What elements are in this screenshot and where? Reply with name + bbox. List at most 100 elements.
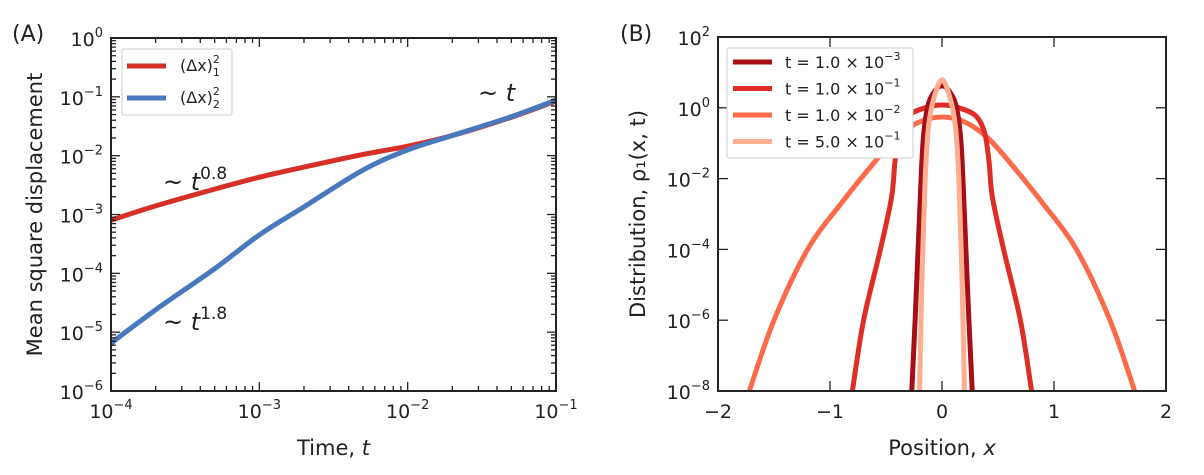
tick-exponent: −1 xyxy=(559,398,578,413)
legend-label: t = 1.0 × 10−1 xyxy=(785,77,900,99)
tick-base: 10 xyxy=(667,382,691,404)
annotation: ~ t1.8 xyxy=(163,304,227,336)
y-tick-label: 100 xyxy=(71,26,103,51)
tick-base: 10 xyxy=(60,323,84,345)
x-tick-label: 10−4 xyxy=(89,398,132,423)
x-tick-label: 10−2 xyxy=(386,398,429,423)
tick-exponent: −2 xyxy=(691,167,710,182)
x-tick-label: −1 xyxy=(816,401,844,423)
annotation-exponent: 1.8 xyxy=(200,304,227,324)
tick-base: 10 xyxy=(60,147,84,169)
x-tick-label: 2 xyxy=(1160,401,1172,423)
x-axis-label-text: Position, xyxy=(888,436,983,460)
series-line-1 xyxy=(111,98,556,223)
tick-base: 10 xyxy=(89,401,113,423)
legend-sup: 2 xyxy=(213,85,220,98)
y-tick-label: 10−3 xyxy=(60,203,103,228)
tick-exponent: −4 xyxy=(691,237,710,252)
tick-exponent: −3 xyxy=(84,203,103,218)
tick-exponent: −2 xyxy=(410,398,429,413)
x-axis-label-var: x xyxy=(982,436,996,460)
x-axis-label: Position, x xyxy=(888,436,996,460)
annotation-var: t xyxy=(506,79,517,107)
y-tick-label: 10−6 xyxy=(60,379,103,404)
legend: (Δx)2 1(Δx)2 2 xyxy=(121,48,233,116)
y-tick-label: 10−2 xyxy=(667,167,710,192)
tick-base: 10 xyxy=(667,170,691,192)
legend-exponent: −1 xyxy=(884,130,900,143)
tick-base: 10 xyxy=(60,88,84,110)
tilde: ~ xyxy=(163,308,191,336)
x-axis-label-text: Time, xyxy=(296,436,362,460)
tilde: ~ xyxy=(478,79,506,107)
legend-sub: 1 xyxy=(213,66,220,79)
tick-exponent: 2 xyxy=(702,25,710,40)
legend-label: t = 1.0 × 10−3 xyxy=(785,50,900,72)
tick-base: 10 xyxy=(678,99,702,121)
x-axis-label-var: t xyxy=(362,436,371,460)
legend-label-text: (Δx) xyxy=(180,88,213,107)
legend-label: (Δx)2 2 xyxy=(180,85,220,111)
y-tick-label: 10−8 xyxy=(667,379,710,404)
legend: t = 1.0 × 10−3t = 1.0 × 10−1t = 1.0 × 10… xyxy=(726,47,914,159)
panel-a: 10−4 10−3 10−2 10−110010−110−210−310−410−51… xyxy=(12,22,578,460)
annotation-exponent: 0.8 xyxy=(200,164,227,184)
tick-base: 10 xyxy=(60,264,84,286)
series-line-3 xyxy=(746,114,1138,391)
y-tick-label: 10−1 xyxy=(60,85,103,110)
tick-exponent: 0 xyxy=(95,26,103,41)
series-line-2 xyxy=(849,102,1035,391)
annotation: ~ t xyxy=(478,79,517,107)
tick-base: 10 xyxy=(60,382,84,404)
tick-base: 10 xyxy=(238,401,262,423)
legend-label: (Δx)2 1 xyxy=(180,53,220,79)
y-tick-label: 10−2 xyxy=(60,144,103,169)
y-axis-label: Distribution, ρ₁(x, t) xyxy=(626,110,650,318)
series-line-1 xyxy=(909,83,975,391)
tick-base: 10 xyxy=(386,401,410,423)
tick-exponent: −4 xyxy=(114,398,133,413)
tick-exponent: 0 xyxy=(702,96,710,111)
plot-frame xyxy=(110,37,557,392)
y-tick-label: 102 xyxy=(678,25,710,50)
panel-label: (B) xyxy=(620,22,652,47)
panel-label: (A) xyxy=(12,22,44,47)
tick-base: 10 xyxy=(678,28,702,50)
tick-base: 10 xyxy=(667,240,691,262)
legend-label-text: t = 1.0 × 10 xyxy=(785,53,884,72)
y-axis-label: Mean square displacement xyxy=(23,73,47,357)
tick-exponent: −8 xyxy=(691,379,710,394)
tick-exponent: −2 xyxy=(84,144,103,159)
tick-base: 10 xyxy=(667,311,691,333)
legend-label-text: t = 5.0 × 10 xyxy=(785,133,884,152)
tick-exponent: −6 xyxy=(691,308,710,323)
tick-exponent: −5 xyxy=(84,320,103,335)
legend-label: t = 5.0 × 10−1 xyxy=(785,130,900,152)
annotation-var: t xyxy=(191,168,202,196)
annotation-var: t xyxy=(191,308,202,336)
series-line-4 xyxy=(917,77,967,391)
tick-base: 10 xyxy=(534,401,558,423)
plot-frame xyxy=(717,36,1167,392)
legend-label-text: t = 1.0 × 10 xyxy=(785,106,884,125)
x-tick-label: 0 xyxy=(936,401,948,423)
annotation: ~ t0.8 xyxy=(163,164,227,196)
y-tick-label: 10−6 xyxy=(667,308,710,333)
tick-base: 10 xyxy=(71,29,95,51)
y-tick-label: 10−4 xyxy=(60,261,103,286)
tick-exponent: −1 xyxy=(84,85,103,100)
legend-sup: 2 xyxy=(213,53,220,66)
x-tick-label: 10−1 xyxy=(534,398,577,423)
tick-exponent: −6 xyxy=(84,379,103,394)
series-line-2 xyxy=(111,97,556,346)
legend-label-text: t = 1.0 × 10 xyxy=(785,80,884,99)
tick-base: 10 xyxy=(60,206,84,228)
x-tick-label: 1 xyxy=(1048,401,1060,423)
x-tick-label: 10−3 xyxy=(238,398,281,423)
legend-exponent: −3 xyxy=(884,50,900,63)
legend-label: t = 1.0 × 10−2 xyxy=(785,103,900,125)
y-tick-label: 10−5 xyxy=(60,320,103,345)
legend-label-text: (Δx) xyxy=(180,56,213,75)
legend-sub: 2 xyxy=(213,98,220,111)
